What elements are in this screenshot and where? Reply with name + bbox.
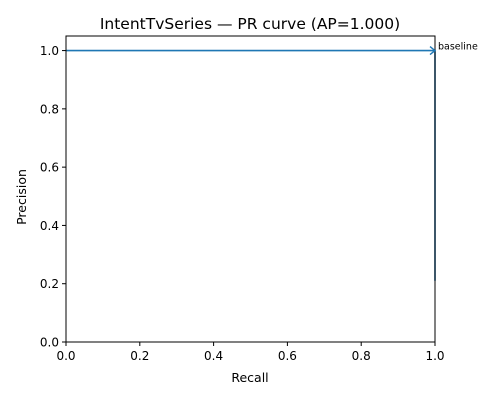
chart-title: IntentTvSeries — PR curve (AP=1.000) — [100, 15, 400, 33]
y-tick-label: 0.4 — [40, 219, 59, 233]
y-tick-label: 0.0 — [40, 336, 59, 350]
x-tick-label: 0.0 — [56, 349, 75, 363]
y-axis-label: Precision — [14, 169, 29, 225]
x-axis-label: Recall — [231, 370, 268, 385]
annotation-label: baseline — [438, 42, 478, 53]
y-tick-label: 0.8 — [40, 102, 59, 116]
x-tick-label: 1.0 — [425, 349, 444, 363]
x-tick-label: 0.6 — [278, 349, 297, 363]
y-tick-label: 0.2 — [40, 277, 59, 291]
y-tick-label: 0.6 — [40, 161, 59, 175]
plot-area: 0.0 0.2 0.4 0.6 0.8 1.0 0.0 0.2 0.4 0.6 0.8 1.0 base… — [40, 35, 478, 363]
annotation-arrow — [429, 46, 437, 56]
y-tick-label: 1.0 — [40, 44, 59, 58]
series-line-0 — [66, 49, 436, 281]
plot-frame — [65, 35, 436, 343]
x-tick-label: 0.8 — [352, 349, 371, 363]
x-tick-label: 0.4 — [204, 349, 223, 363]
x-tick-label: 0.2 — [130, 349, 149, 363]
